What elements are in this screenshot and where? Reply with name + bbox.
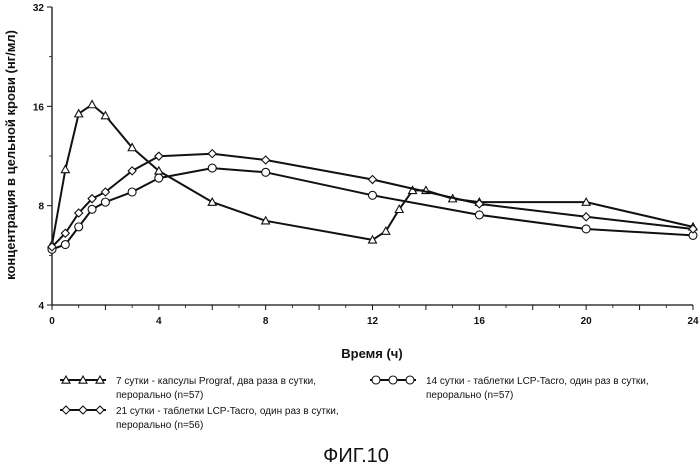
data-point xyxy=(260,155,271,165)
data-point xyxy=(100,110,111,120)
x-axis-title: Время (ч) xyxy=(341,346,402,361)
data-point xyxy=(60,228,71,239)
x-tick-label: 24 xyxy=(687,316,699,327)
series-circle xyxy=(47,163,698,254)
legend-marker xyxy=(78,405,88,415)
data-point xyxy=(87,193,97,204)
data-point xyxy=(474,210,484,220)
x-tick-label: 20 xyxy=(581,316,593,327)
data-point xyxy=(367,234,378,244)
legend-label: 7 сутки - капсулы Prograf, два раза в су… xyxy=(116,376,316,401)
y-tick-label: 8 xyxy=(38,202,44,213)
axes-frame xyxy=(51,7,693,306)
data-point xyxy=(60,164,71,174)
data-point xyxy=(207,163,217,173)
data-point xyxy=(73,208,84,218)
legend-marker xyxy=(61,405,71,415)
legend-marker xyxy=(95,374,105,384)
legend-label: 21 сутки - таблетки LCP-Tacro, один раз … xyxy=(116,405,339,431)
legend-marker xyxy=(388,375,398,385)
x-tick-label: 8 xyxy=(263,316,269,327)
data-point xyxy=(380,225,391,235)
data-point xyxy=(60,239,70,250)
data-point xyxy=(260,215,271,225)
y-ticks: 4 8 16 32 xyxy=(33,3,52,312)
x-tick-label: 4 xyxy=(156,316,162,327)
series-diamond xyxy=(47,148,698,252)
x-tick-label: 0 xyxy=(49,316,55,327)
series-line xyxy=(51,152,694,248)
data-point xyxy=(73,108,84,118)
data-point xyxy=(47,242,57,252)
data-point xyxy=(688,224,698,234)
data-point xyxy=(367,174,378,185)
legend: 7 сутки - капсулы Prograf, два раза в су… xyxy=(60,374,649,431)
x-tick-label: 16 xyxy=(474,316,486,327)
data-point xyxy=(207,148,218,159)
x-tick-label: 12 xyxy=(367,316,379,327)
y-tick-label: 4 xyxy=(38,301,44,312)
series-layer xyxy=(47,99,698,254)
data-point xyxy=(474,199,485,209)
data-point xyxy=(87,204,97,214)
legend-marker xyxy=(95,405,105,415)
legend-marker xyxy=(78,374,88,384)
data-point xyxy=(154,173,164,183)
data-point xyxy=(127,142,138,152)
data-point xyxy=(154,151,164,161)
data-point xyxy=(367,190,378,200)
y-tick-label: 16 xyxy=(33,102,45,113)
data-point xyxy=(581,224,591,234)
data-point xyxy=(87,99,97,109)
data-point xyxy=(127,187,137,197)
data-point xyxy=(207,196,218,206)
y-axis-title: концентрация в цельной крови (нг/мл) xyxy=(3,30,18,280)
data-point xyxy=(100,197,110,207)
legend-label: 14 сутки - таблетки LCP-Tacro, один раз … xyxy=(426,375,649,401)
data-point xyxy=(581,196,592,206)
data-point xyxy=(261,167,271,177)
legend-marker xyxy=(61,374,71,384)
x-ticks: 0 4 8 12 16 20 24 xyxy=(49,305,699,327)
y-tick-label: 32 xyxy=(33,3,45,14)
data-point xyxy=(100,187,111,197)
legend-item: 7 сутки - капсулы Prograf, два раза в су… xyxy=(60,374,316,401)
data-point xyxy=(74,222,84,232)
data-point xyxy=(127,166,137,176)
data-point xyxy=(581,212,591,222)
data-point xyxy=(394,204,405,214)
series-line xyxy=(51,103,694,245)
legend-marker xyxy=(371,375,381,385)
legend-marker xyxy=(405,375,415,385)
legend-item: 21 сутки - таблетки LCP-Tacro, один раз … xyxy=(60,405,339,431)
series-triangle xyxy=(47,99,698,249)
legend-item: 14 сутки - таблетки LCP-Tacro, один раз … xyxy=(370,375,649,401)
figure-caption: ФИГ.10 xyxy=(323,445,389,466)
